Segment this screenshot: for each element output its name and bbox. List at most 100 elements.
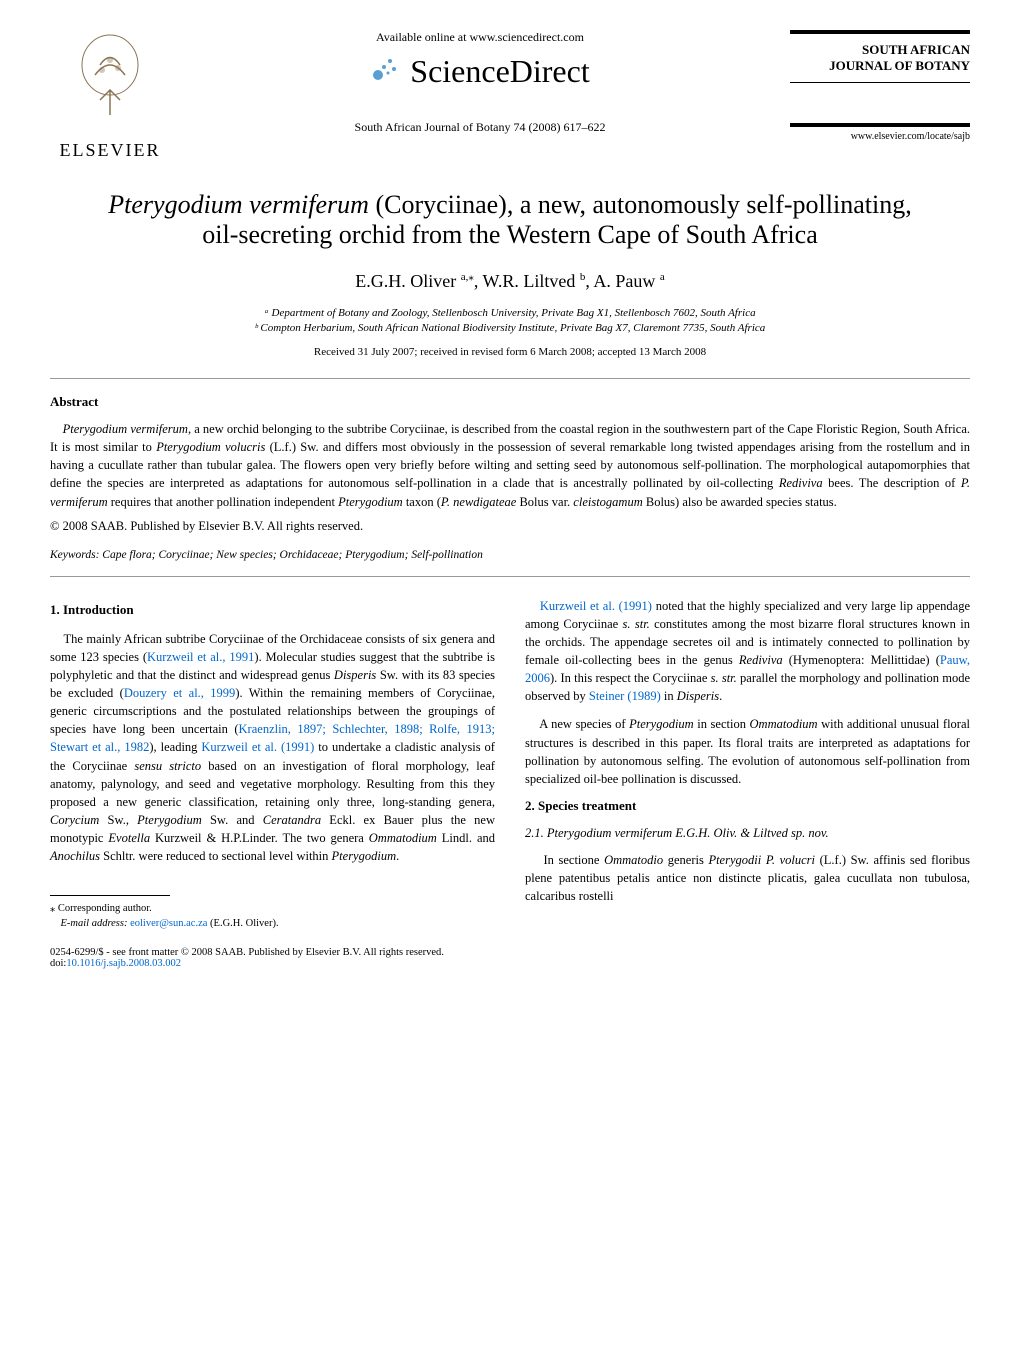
intro-p1-ital4: Pterygodium [137,813,202,827]
email-name: (E.G.H. Oliver). [207,918,278,929]
citation-link-2[interactable]: Douzery et al., 1999 [124,686,235,700]
abstract-body3: bees. The description of [823,476,961,490]
right-header: SOUTH AFRICAN JOURNAL OF BOTANY www.else… [790,30,970,142]
intro-p1-mid11: Lindl. and [437,831,495,845]
intro-p1-ital3: Corycium [50,813,99,827]
email-link[interactable]: eoliver@sun.ac.za [127,918,207,929]
journal-citation: South African Journal of Botany 74 (2008… [190,120,770,135]
s2-p1-start: In sectione [543,853,604,867]
keywords-text: Cape flora; Coryciinae; New species; Orc… [99,549,482,561]
elsevier-logo: ELSEVIER [50,30,170,160]
keywords-line: Keywords: Cape flora; Coryciinae; New sp… [50,549,970,561]
elsevier-text: ELSEVIER [60,140,161,161]
header-row: ELSEVIER Available online at www.science… [50,30,970,160]
col2-p1-mid4: ). In this respect the Coryciinae [550,671,711,685]
left-column: 1. Introduction The mainly African subtr… [50,597,495,932]
sciencedirect-text: ScienceDirect [410,53,589,90]
col2-p1-ital1: s. str. [623,617,650,631]
abstract-text: Pterygodium vermiferum, a new orchid bel… [50,420,970,511]
abstract-italic3: Rediviva [779,476,823,490]
authors-line: E.G.H. Oliver a,⁎, W.R. Liltved b, A. Pa… [50,270,970,292]
abstract-italic1: Pterygodium vermiferum [63,422,188,436]
section2-paragraph-1: In sectione Ommatodio generis Pterygodii… [525,851,970,905]
col2-p1-end: . [719,689,722,703]
intro-p1-mid12: Schltr. were reduced to sectional level … [100,849,332,863]
col2-p1-mid6: in [661,689,677,703]
doi-label: doi: [50,958,66,969]
col2-paragraph-2: A new species of Pterygodium in section … [525,715,970,788]
intro-p1-ital9: Pterygodium [332,849,397,863]
author3: , A. Pauw [585,271,660,291]
citation-link-7[interactable]: Steiner (1989) [589,689,661,703]
intro-p1-mid8: Sw. and [202,813,263,827]
footnote-email: E-mail address: eoliver@sun.ac.za (E.G.H… [50,917,495,932]
journal-name-line2: JOURNAL OF BOTANY [790,58,970,74]
email-label: E-mail address: [61,918,128,929]
abstract-body4: requires that another pollination indepe… [108,495,339,509]
separator-bottom [50,576,970,577]
col2-p1-ital3: s. str. [711,671,737,685]
journal-url: www.elsevier.com/locate/sajb [790,131,970,142]
citation-link-1[interactable]: Kurzweil et al., 1991 [147,650,254,664]
journal-name-box: SOUTH AFRICAN JOURNAL OF BOTANY [790,30,970,83]
sciencedirect-logo: ScienceDirect [190,53,770,90]
s2-p1-ital1: Ommatodio [604,853,663,867]
intro-p1-ital2: sensu stricto [134,759,201,773]
abstract-italic5: Pterygodium [338,495,403,509]
intro-paragraph-1: The mainly African subtribe Coryciinae o… [50,630,495,866]
intro-p1-ital6: Evotella [108,831,150,845]
journal-url-box: www.elsevier.com/locate/sajb [790,123,970,142]
col2-p2-mid1: in section [694,717,750,731]
affiliation-a: ᵃ Department of Botany and Zoology, Stel… [50,307,970,319]
intro-p1-ital7: Ommatodium [369,831,437,845]
dates-line: Received 31 July 2007; received in revis… [50,346,970,358]
abstract-copyright: © 2008 SAAB. Published by Elsevier B.V. … [50,519,970,534]
keywords-label: Keywords: [50,549,99,561]
col2-p2-start: A new species of [539,717,629,731]
col2-p1-ital2: Rediviva [739,653,783,667]
abstract-italic6: P. newdigateae [441,495,516,509]
section2-subheading: 2.1. Pterygodium vermiferum E.G.H. Oliv.… [525,826,970,841]
separator-top [50,378,970,379]
available-online-text: Available online at www.sciencedirect.co… [190,30,770,45]
intro-p1-mid7: Sw., [99,813,137,827]
intro-p1-ital1: Disperis [334,668,376,682]
journal-name-line1: SOUTH AFRICAN [790,42,970,58]
col2-paragraph-1: Kurzweil et al. (1991) noted that the hi… [525,597,970,706]
citation-link-4[interactable]: Kurzweil et al. (1991) [201,740,314,754]
section2-heading: 2. Species treatment [525,798,970,814]
intro-p1-mid4: ), leading [149,740,201,754]
author2: , W.R. Liltved [474,271,580,291]
intro-p1-ital5: Ceratandra [263,813,321,827]
footnote-corresponding: ⁎ Corresponding author. [50,902,495,917]
sciencedirect-icon [370,53,400,90]
citation-link-5[interactable]: Kurzweil et al. (1991) [540,599,652,613]
author1: E.G.H. Oliver [355,271,460,291]
abstract-heading: Abstract [50,394,970,410]
abstract-body6: Bolus var. [516,495,573,509]
abstract-body7: Bolus) also be awarded species status. [643,495,837,509]
intro-p1-end: . [396,849,399,863]
right-column: Kurzweil et al. (1991) noted that the hi… [525,597,970,932]
intro-heading: 1. Introduction [50,602,495,618]
col2-p1-ital4: Disperis [677,689,719,703]
center-header: Available online at www.sciencedirect.co… [170,30,790,135]
footnote-separator [50,895,170,896]
title-italic: Pterygodium vermiferum [108,190,369,219]
author3-sup: a [660,271,665,283]
abstract-body5: taxon ( [403,495,441,509]
col2-p2-ital2: Ommatodium [750,717,818,731]
footer-copyright: 0254-6299/$ - see front matter © 2008 SA… [50,947,970,958]
abstract-italic7: cleistogamum [573,495,642,509]
abstract-italic2: Pterygodium volucris [156,440,265,454]
intro-p1-mid10: Kurzweil & H.P.Linder. The two genera [150,831,369,845]
col2-p2-ital1: Pterygodium [629,717,694,731]
article-title: Pterygodium vermiferum (Coryciinae), a n… [90,190,930,250]
page-footer: 0254-6299/$ - see front matter © 2008 SA… [50,947,970,969]
s2-p1-mid1: generis [663,853,708,867]
s2-p1-ital2: Pterygodii P. volucri [708,853,815,867]
intro-p1-ital8: Anochilus [50,849,100,863]
two-column-layout: 1. Introduction The mainly African subtr… [50,597,970,932]
doi-link[interactable]: 10.1016/j.sajb.2008.03.002 [66,958,181,969]
affiliation-b: ᵇ Compton Herbarium, South African Natio… [50,322,970,334]
